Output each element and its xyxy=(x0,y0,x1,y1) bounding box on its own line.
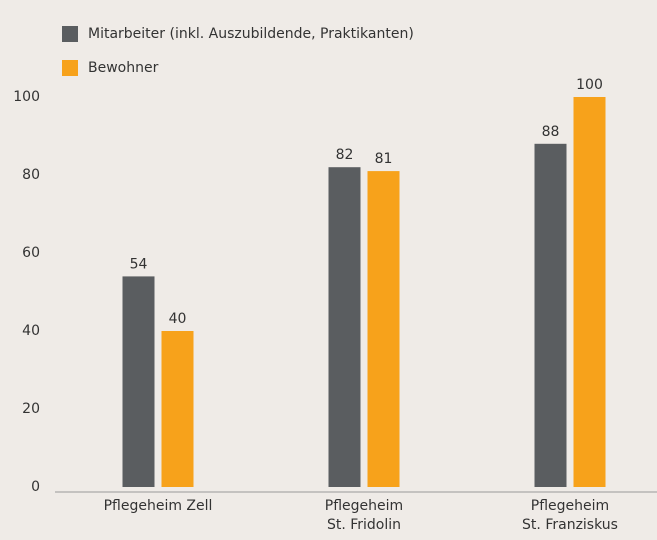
value-label: 40 xyxy=(169,311,187,327)
x-tick-label: Pflegeheim Zell xyxy=(103,498,213,514)
bar xyxy=(573,97,606,487)
y-tick-label: 100 xyxy=(13,89,40,105)
legend-swatch xyxy=(62,26,78,42)
legend-label: Bewohner xyxy=(88,60,159,76)
x-tick-label: Pflegeheim St. Fridolin xyxy=(324,498,404,533)
bar xyxy=(161,331,194,487)
legend-swatch xyxy=(62,60,78,76)
x-tick-label: Pflegeheim St. Franziskus xyxy=(522,498,618,533)
legend-label: Mitarbeiter (inkl. Auszubildende, Prakti… xyxy=(88,26,414,42)
y-tick-label: 60 xyxy=(22,245,40,261)
bar xyxy=(328,167,361,487)
y-tick-label: 0 xyxy=(31,479,40,495)
y-tick-label: 80 xyxy=(22,167,40,183)
value-label: 81 xyxy=(375,151,393,167)
value-label: 54 xyxy=(130,256,148,272)
y-tick-label: 20 xyxy=(22,401,40,417)
y-tick-label: 40 xyxy=(22,323,40,339)
value-label: 82 xyxy=(336,147,354,163)
bar xyxy=(122,276,155,487)
bar xyxy=(534,143,567,488)
value-label: 100 xyxy=(576,77,603,93)
bar xyxy=(367,171,400,487)
value-label: 88 xyxy=(542,124,560,140)
